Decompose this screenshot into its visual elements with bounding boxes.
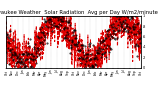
Title: Milwaukee Weather  Solar Radiation  Avg per Day W/m2/minute: Milwaukee Weather Solar Radiation Avg pe… (0, 10, 158, 15)
